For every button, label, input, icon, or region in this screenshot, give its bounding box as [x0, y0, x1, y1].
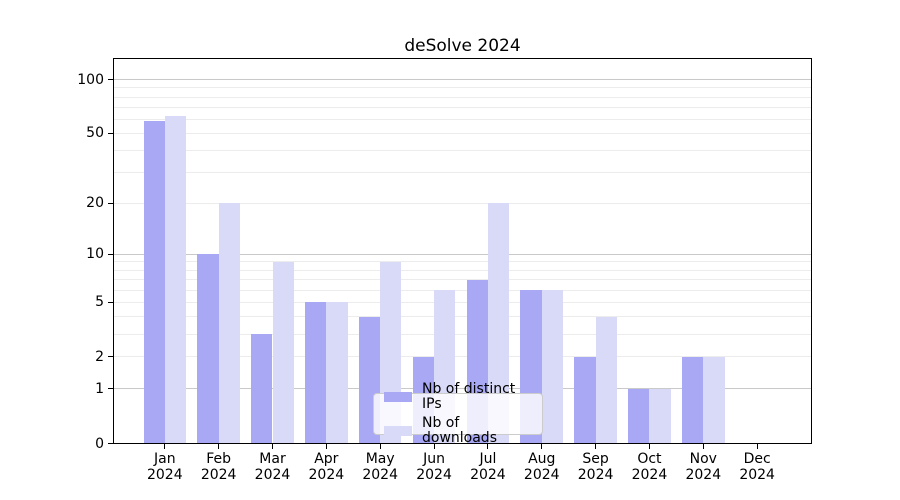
bar-distinct-ips: [682, 356, 704, 444]
x-tick-mark: [487, 444, 489, 449]
y-tick-label: 50: [86, 125, 104, 142]
gridline-minor: [113, 172, 812, 174]
bar-distinct-ips: [574, 356, 596, 444]
y-tick-mark: [108, 202, 113, 204]
bar-distinct-ips: [305, 302, 327, 444]
y-tick-label: 100: [77, 71, 104, 88]
gridline-major: [113, 253, 812, 255]
gridline-minor: [113, 87, 812, 89]
bar-downloads: [487, 203, 510, 444]
y-tick-mark: [108, 79, 113, 81]
x-tick-mark: [702, 444, 704, 449]
plot-border: [113, 58, 812, 444]
x-tick-mark: [433, 444, 435, 449]
x-tick-mark: [325, 444, 327, 449]
x-tick-label-year: 2024: [362, 467, 398, 483]
bar-distinct-ips: [251, 334, 273, 444]
legend-swatch: [384, 392, 412, 402]
gridline-minor: [113, 289, 812, 291]
gridline-minor: [113, 132, 812, 134]
x-tick-mark: [272, 444, 273, 449]
bar-downloads: [272, 261, 294, 444]
legend-item: Nb of distinct IPs: [384, 382, 532, 412]
gridline-minor: [113, 150, 812, 152]
gridline-minor: [113, 202, 812, 204]
gridline-minor: [113, 261, 812, 263]
x-tick-label-year: 2024: [308, 467, 345, 483]
y-tick-mark: [108, 253, 113, 255]
y-tick-label: 2: [95, 348, 104, 365]
x-tick-label-year: 2024: [523, 467, 560, 483]
bar-downloads: [164, 115, 187, 444]
x-tick-label-year: 2024: [254, 467, 291, 483]
gridline-minor: [113, 316, 812, 318]
x-tick-label-year: 2024: [470, 467, 506, 483]
y-tick-label: 10: [86, 246, 104, 263]
x-tick-label: Apr 2024: [294, 451, 358, 483]
gridline-major: [113, 388, 812, 390]
bar-downloads: [703, 356, 725, 444]
x-tick-mark: [218, 444, 220, 449]
chart-title: deSolve 2024: [404, 36, 521, 56]
bar-downloads: [541, 290, 564, 444]
x-tick-label: Mar 2024: [241, 451, 305, 483]
gridline-minor: [113, 356, 812, 358]
legend-label: Nb of distinct IPs: [422, 381, 516, 412]
x-tick-label: Dec 2024: [725, 451, 789, 483]
gridline-minor: [113, 333, 812, 335]
x-tick-label: Jun 2024: [402, 451, 466, 483]
x-tick-mark: [379, 444, 381, 449]
bar-downloads: [649, 388, 671, 444]
legend-swatch: [384, 426, 412, 436]
gridline-minor: [113, 118, 812, 120]
legend-label: Nb of downloads: [422, 415, 497, 446]
y-tick-label: 0: [95, 435, 104, 452]
bar-downloads: [218, 203, 240, 444]
x-tick-label: Jan 2024: [133, 451, 197, 483]
x-tick-mark: [648, 444, 650, 449]
x-tick-mark: [164, 444, 166, 449]
y-tick-mark: [108, 356, 113, 358]
gridline-major: [113, 79, 812, 81]
legend-item: Nb of downloads: [384, 416, 532, 446]
x-tick-label-year: 2024: [146, 467, 183, 483]
x-tick-label: Nov 2024: [671, 451, 735, 483]
x-tick-label-year: 2024: [416, 467, 452, 483]
y-tick-mark: [108, 443, 113, 444]
gridline-minor: [113, 279, 812, 281]
x-tick-mark: [756, 444, 758, 449]
bar-distinct-ips: [197, 254, 219, 444]
gridline-minor: [113, 301, 812, 303]
x-tick-mark: [595, 444, 597, 449]
y-tick-mark: [108, 132, 113, 134]
x-tick-label: Feb 2024: [187, 451, 251, 483]
x-tick-mark: [541, 444, 543, 449]
x-tick-label: Sep 2024: [564, 451, 628, 483]
x-tick-label: Oct 2024: [617, 451, 681, 483]
y-tick-label: 5: [95, 294, 104, 311]
bar-distinct-ips: [628, 388, 650, 444]
y-tick-mark: [108, 388, 113, 390]
gridline-minor: [113, 96, 812, 98]
x-tick-label-year: 2024: [685, 467, 722, 483]
x-tick-label-year: 2024: [739, 467, 775, 483]
bar-downloads: [595, 316, 617, 444]
x-tick-label: Aug 2024: [510, 451, 574, 483]
legend: Nb of distinct IPs Nb of downloads: [373, 382, 543, 446]
x-tick-label-year: 2024: [631, 467, 668, 483]
y-tick-mark: [108, 301, 113, 303]
x-tick-label-year: 2024: [577, 467, 614, 483]
y-tick-label: 20: [86, 195, 104, 212]
bar-distinct-ips: [143, 120, 165, 444]
x-tick-label: Jul 2024: [456, 451, 520, 483]
gridline-minor: [113, 106, 812, 108]
gridline-minor: [113, 269, 812, 271]
x-tick-label: May 2024: [348, 451, 412, 483]
y-tick-label: 1: [95, 380, 104, 397]
bar-downloads: [326, 302, 348, 444]
x-tick-label-year: 2024: [200, 467, 237, 483]
